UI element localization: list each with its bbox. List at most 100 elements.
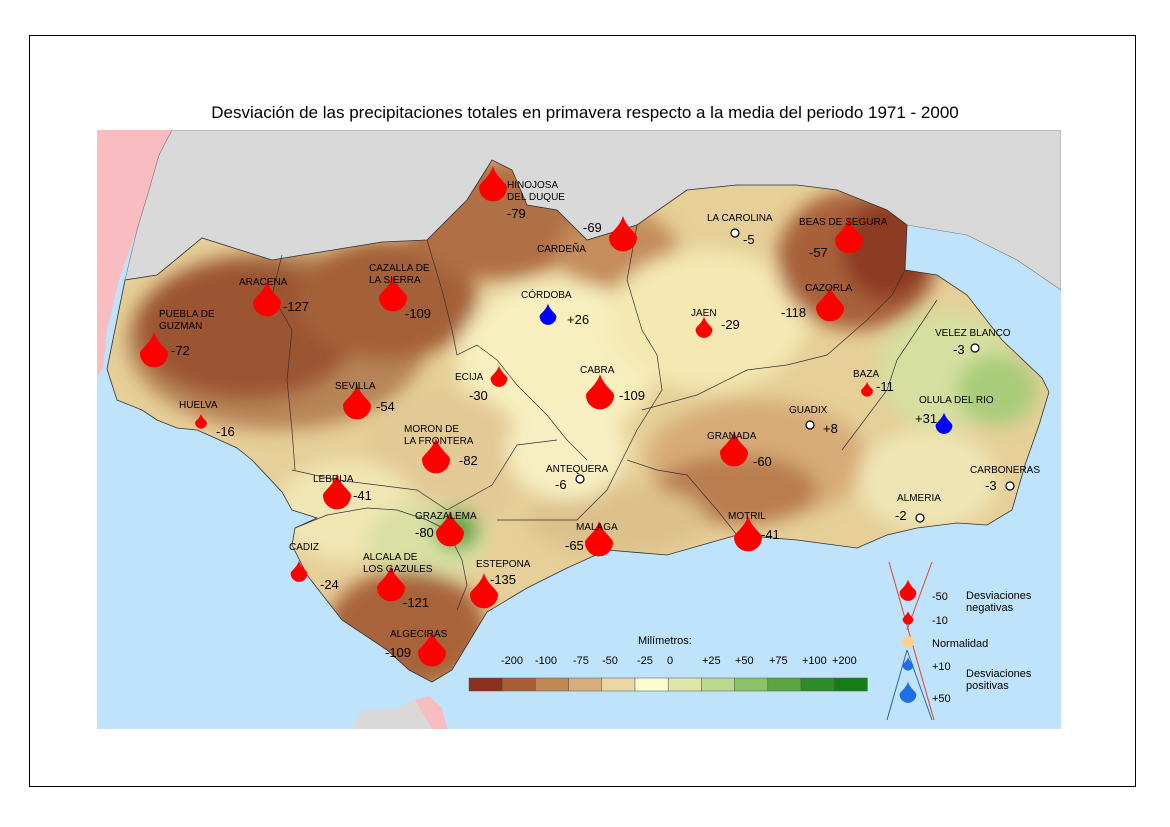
station-huelva: HUELVA -16 xyxy=(179,400,235,439)
station-algeciras: ALGECIRAS -109 xyxy=(385,629,448,667)
normal-marker xyxy=(575,474,585,484)
station-name: CÓRDOBA xyxy=(521,288,572,301)
station-value: -60 xyxy=(753,454,772,469)
legend-item-label: +10 xyxy=(932,661,951,673)
scale-label: +75 xyxy=(769,655,788,667)
negative-drop-icon xyxy=(835,218,863,254)
station-carboneras: CARBONERAS -3 xyxy=(970,465,1040,493)
station-name: GUADIX xyxy=(789,405,828,416)
station-velez: VELEZ BLANCO -3 xyxy=(935,328,1011,357)
station-cabra: CABRA -109 xyxy=(580,365,645,410)
station-value: -65 xyxy=(565,538,584,553)
station-value: -109 xyxy=(405,306,431,321)
station-value: -30 xyxy=(469,388,488,403)
station-value: +31 xyxy=(915,411,937,426)
negative-drop-icon xyxy=(379,276,407,312)
station-motril: MOTRIL -41 xyxy=(728,511,780,552)
negative-drop-icon xyxy=(861,381,873,397)
positive-drop-icon xyxy=(935,412,953,434)
station-name: CAZORLA xyxy=(805,283,853,294)
station-name-line2: LOS GAZULES xyxy=(363,564,433,575)
legend-neg-big-drop-icon xyxy=(899,579,917,601)
station-name: MORON DE xyxy=(404,424,459,435)
station-guadix: GUADIX +8 xyxy=(789,405,838,436)
station-value: +8 xyxy=(823,421,838,436)
negative-drop-icon xyxy=(586,374,614,410)
station-grazalema: GRAZALEMA -80 xyxy=(415,511,477,547)
station-value: -41 xyxy=(761,527,780,542)
scale-label: 0 xyxy=(667,655,673,667)
negative-drop-icon xyxy=(195,413,207,429)
scale-swatch xyxy=(701,677,735,692)
station-name: ALGECIRAS xyxy=(390,629,448,640)
station-estepona: ESTEPONA -135 xyxy=(470,559,531,609)
normal-marker xyxy=(915,513,925,523)
station-value: -41 xyxy=(353,488,372,503)
positive-drop-icon xyxy=(539,303,557,325)
station-name: HINOJOSA xyxy=(507,180,558,191)
scale-label: +100 xyxy=(802,655,827,667)
station-name: ALMERIA xyxy=(897,493,941,504)
station-value: -69 xyxy=(583,220,602,235)
legend-normal-marker xyxy=(902,636,914,648)
negative-drop-icon xyxy=(140,332,168,368)
negative-drop-icon xyxy=(343,384,371,420)
scale-swatch xyxy=(468,677,503,692)
negative-drop-icon xyxy=(695,316,713,338)
station-granada: GRANADA -60 xyxy=(707,431,772,469)
station-name: BEAS DE SEGURA xyxy=(799,217,888,228)
station-value: -11 xyxy=(876,379,894,394)
station-name-line2: DEL DUQUE xyxy=(507,192,565,203)
station-name: ECIJA xyxy=(455,372,484,383)
station-ecija: ECIJA -30 xyxy=(455,365,508,403)
station-value: -29 xyxy=(721,317,740,332)
legend-neg-label-2: negativas xyxy=(966,602,1014,614)
normal-marker xyxy=(730,228,740,238)
legend-item-label: +50 xyxy=(932,693,951,705)
negative-drop-icon xyxy=(720,431,748,467)
province-borders xyxy=(271,224,938,611)
legend-item-label: -10 xyxy=(932,615,948,627)
station-name: ANTEQUERA xyxy=(546,464,609,475)
portugal-region xyxy=(97,130,172,375)
station-name: BAZA xyxy=(853,369,879,380)
station-value: -82 xyxy=(459,453,478,468)
station-value: -6 xyxy=(555,477,567,492)
scale-swatch xyxy=(535,677,569,692)
station-name: CARDEÑA xyxy=(537,242,586,255)
station-baza: BAZA-11 xyxy=(853,369,894,397)
legend-line-blue-left xyxy=(886,649,908,721)
negative-drop-icon xyxy=(816,286,844,322)
station-name: CAZALLA DE xyxy=(369,263,430,274)
scale-swatch xyxy=(833,677,868,692)
negative-drop-icon xyxy=(609,216,637,252)
legend-pos-label-1: Desviaciones xyxy=(966,668,1032,680)
station-name-line2: LA SIERRA xyxy=(369,275,421,286)
station-cazorla: CAZORLA -118 xyxy=(781,283,853,322)
scale-swatch xyxy=(667,677,702,692)
scale-title: Milímetros: xyxy=(638,635,692,647)
scale-label: -200 xyxy=(501,655,523,667)
station-value: -72 xyxy=(171,343,190,358)
station-name: GRANADA xyxy=(707,431,757,442)
scale-swatch xyxy=(568,677,603,692)
scale-label: +50 xyxy=(735,655,754,667)
legend-pos-label-2: positivas xyxy=(966,680,1009,692)
negative-drop-icon xyxy=(436,511,464,547)
station-name: PUEBLA DE xyxy=(159,309,215,320)
negative-drop-icon xyxy=(479,166,507,202)
station-name: OLULA DEL RIO xyxy=(919,395,994,406)
negative-drop-icon xyxy=(290,560,308,582)
station-aracena: ARACENA -127 xyxy=(239,277,309,317)
station-beas: BEAS DE SEGURA -57 xyxy=(799,217,888,260)
station-value: -80 xyxy=(415,525,434,540)
station-name: CABRA xyxy=(580,365,615,376)
negative-drop-icon xyxy=(323,474,351,510)
figure-frame xyxy=(29,35,1136,787)
station-lebrija: LEBRIJA -41 xyxy=(313,474,372,510)
legend-item-label: Normalidad xyxy=(932,638,988,650)
